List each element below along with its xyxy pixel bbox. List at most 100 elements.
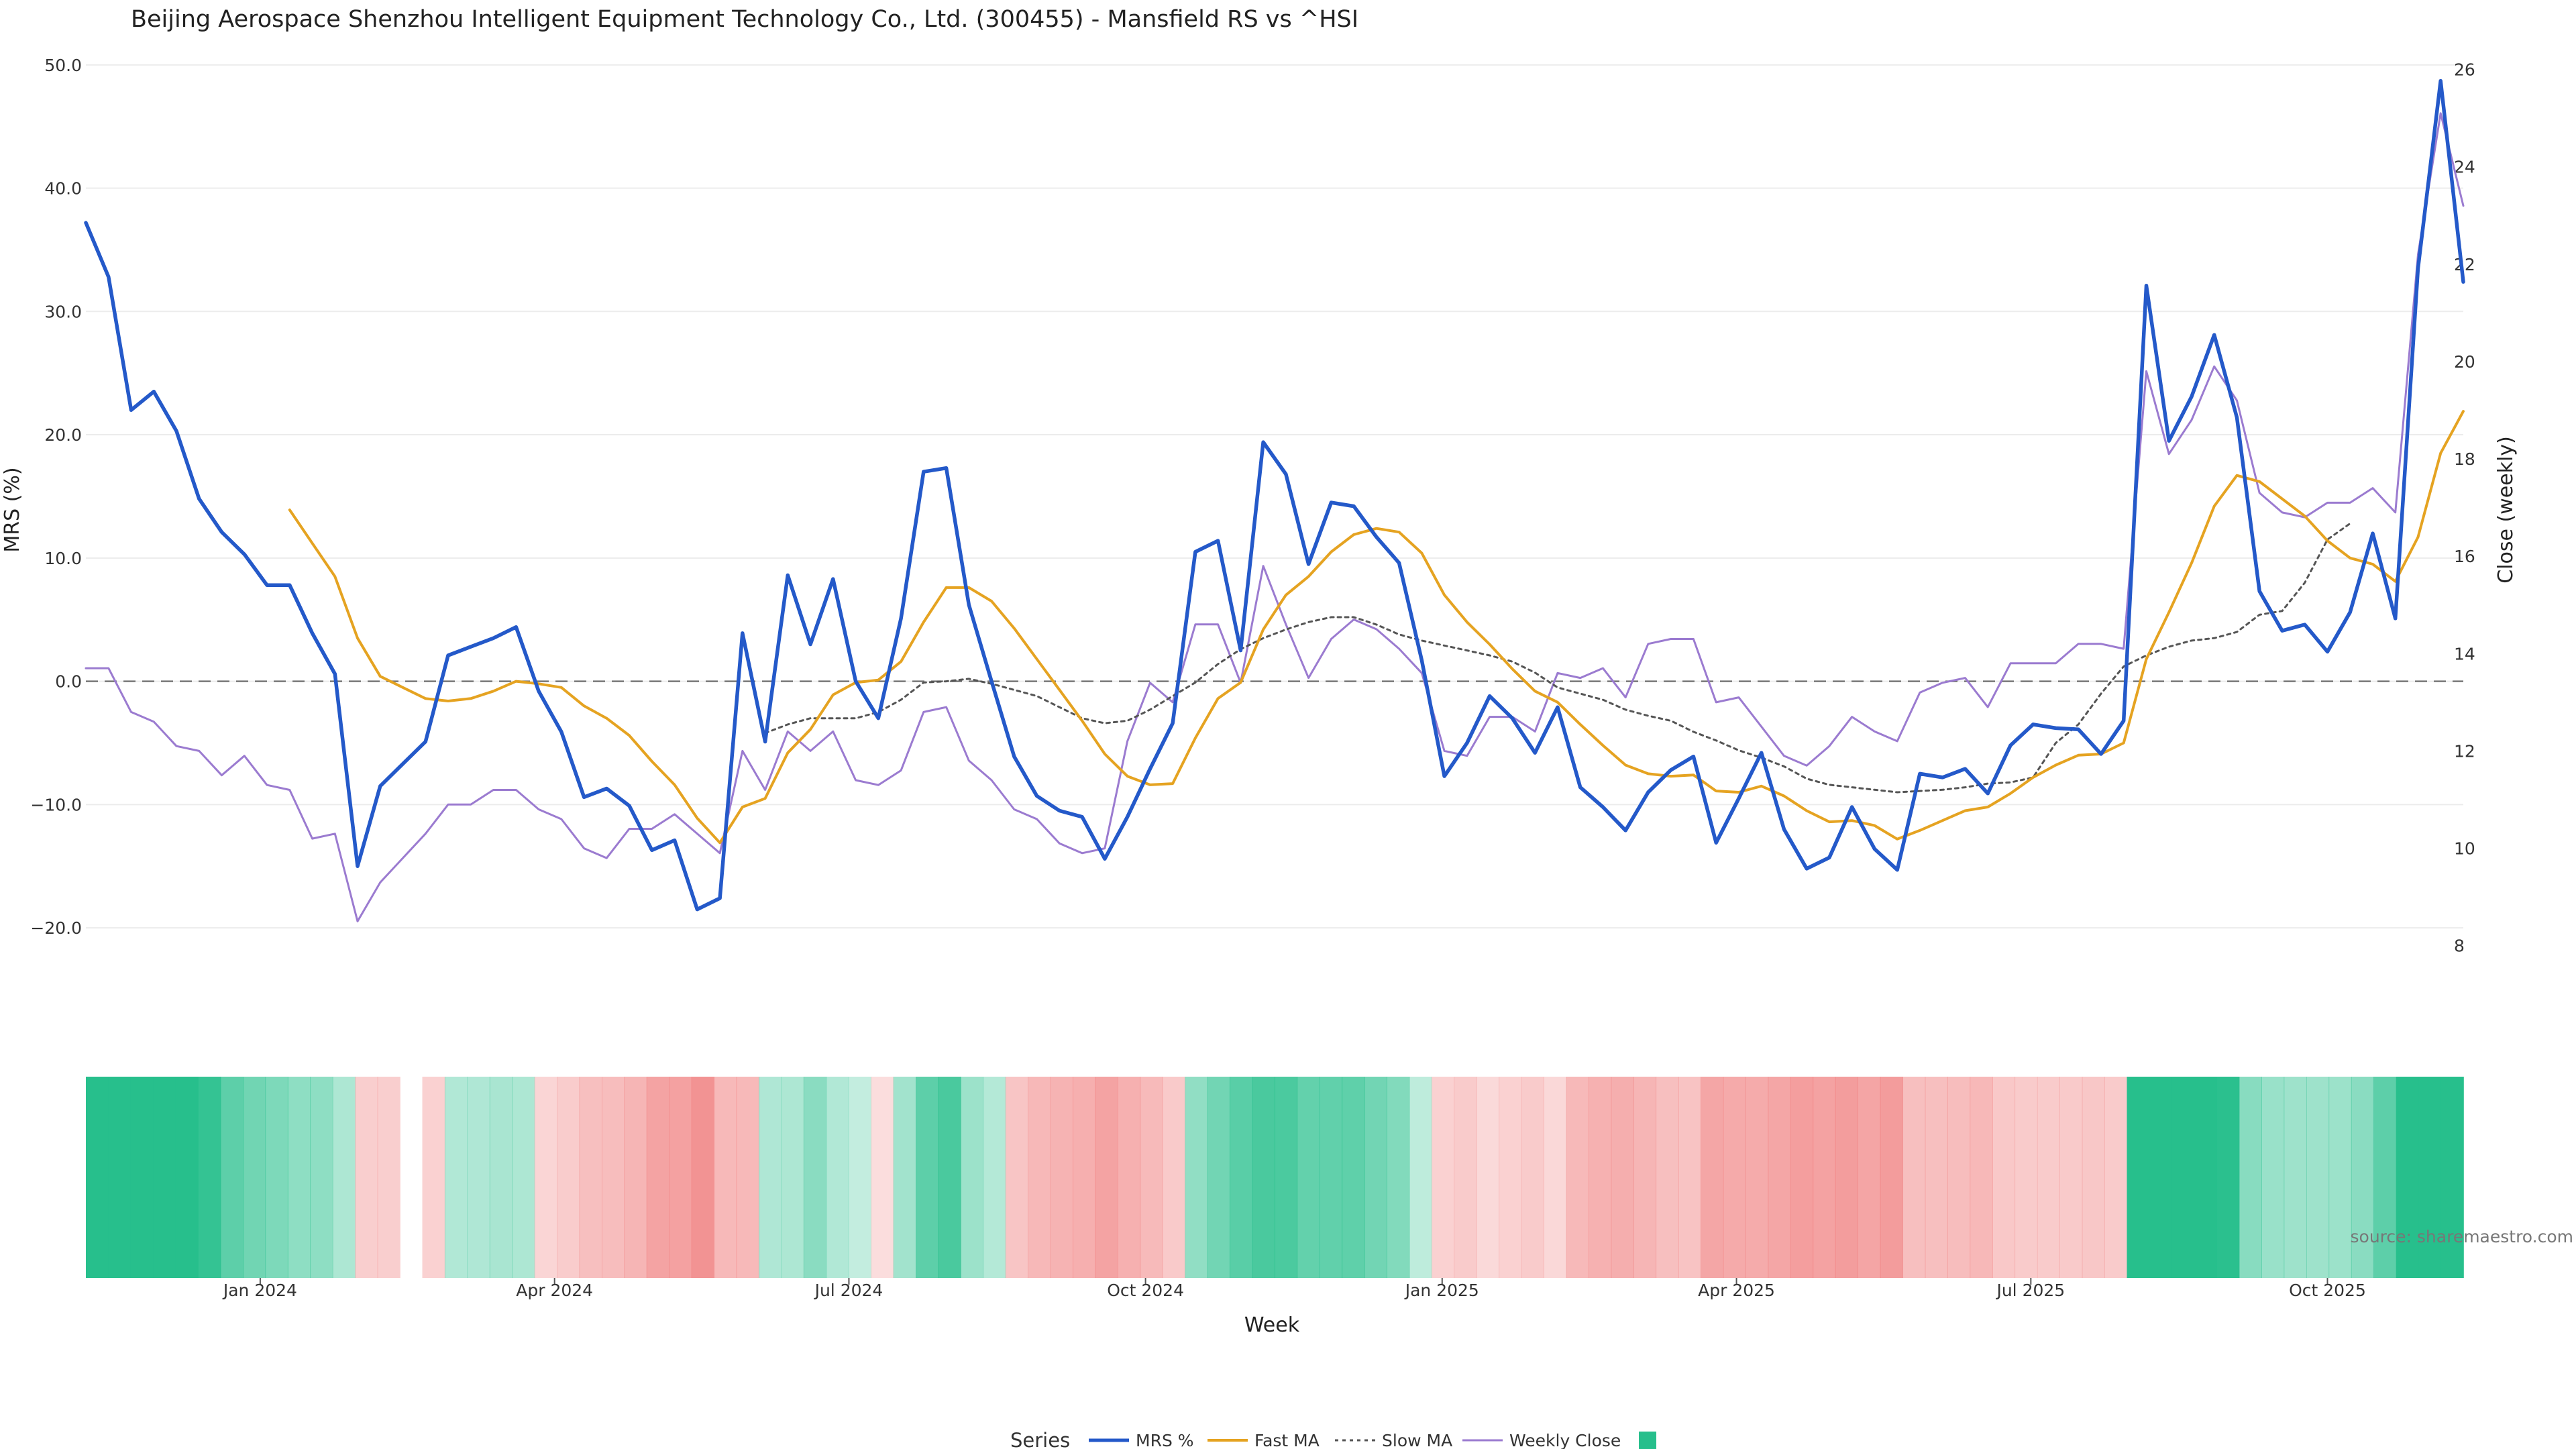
heat-cell (1544, 1077, 1567, 1278)
heat-cell (2104, 1077, 2128, 1278)
heat-cell (960, 1077, 984, 1278)
heat-cell (1813, 1077, 1836, 1278)
heat-cell (310, 1077, 333, 1278)
heat-cell (2149, 1077, 2173, 1278)
heat-cell (1252, 1077, 1275, 1278)
heat-cell (2306, 1077, 2330, 1278)
heat-cell (1790, 1077, 1814, 1278)
chart-title: Beijing Aerospace Shenzhou Intelligent E… (131, 6, 1358, 33)
heat-cell (1050, 1077, 1073, 1278)
heat-cell (1880, 1077, 1903, 1278)
heat-cell (1835, 1077, 1858, 1278)
heat-cell (1656, 1077, 1679, 1278)
heat-cell (1858, 1077, 1881, 1278)
right-tick-label: 14 (2454, 644, 2475, 663)
heat-cell (1925, 1077, 1948, 1278)
x-tick-label: Apr 2025 (1698, 1281, 1775, 1300)
heat-cell (489, 1077, 513, 1278)
legend-title: Series (1010, 1429, 1070, 1449)
x-axis-ticks: Jan 2024 Apr 2024 Jul 2024 Oct 2024 Jan 2025… (222, 1278, 2366, 1300)
heat-cell (714, 1077, 737, 1278)
heat-cell (243, 1077, 266, 1278)
heat-cell (108, 1077, 131, 1278)
heat-cell (2418, 1077, 2442, 1278)
legend-mrs-label: MRS % (1136, 1431, 1194, 1449)
right-tick-label: 10 (2454, 839, 2475, 859)
heat-cell (848, 1077, 871, 1278)
heat-cell (1118, 1077, 1141, 1278)
right-tick-label: 8 (2454, 936, 2465, 956)
x-tick-label: Jul 2024 (814, 1281, 883, 1300)
heat-cell (512, 1077, 535, 1278)
heat-cell (2284, 1077, 2307, 1278)
heat-cell (1162, 1077, 1185, 1278)
heat-cell (1185, 1077, 1208, 1278)
heat-cell (736, 1077, 759, 1278)
heat-cell (1611, 1077, 1634, 1278)
heat-cell (1454, 1077, 1477, 1278)
left-tick-label: 30.0 (44, 302, 82, 321)
left-tick-label: 50.0 (44, 56, 82, 75)
heat-cell (198, 1077, 221, 1278)
heat-cell (175, 1077, 199, 1278)
heat-cell (287, 1077, 311, 1278)
legend-slow-ma-label: Slow MA (1382, 1431, 1452, 1449)
heat-cell (1028, 1077, 1051, 1278)
heat-cell (1207, 1077, 1230, 1278)
left-tick-label: −10.0 (30, 795, 82, 814)
heat-cell (1364, 1077, 1387, 1278)
left-axis-ticks: 50.0 40.0 30.0 20.0 10.0 0.0 −10.0 −20.0 (30, 56, 82, 938)
heat-cell (2216, 1077, 2240, 1278)
heat-cell (1992, 1077, 2016, 1278)
heat-cell (332, 1077, 356, 1278)
heat-cell (781, 1077, 804, 1278)
heat-cell (2037, 1077, 2060, 1278)
heat-cell (534, 1077, 557, 1278)
heat-cell (1095, 1077, 1118, 1278)
heat-cell (983, 1077, 1006, 1278)
x-axis-label: Week (1244, 1313, 1300, 1337)
heat-cell (1566, 1077, 1589, 1278)
heat-cell (2059, 1077, 2083, 1278)
heat-cell (2261, 1077, 2285, 1278)
heat-cell (1678, 1077, 1701, 1278)
heat-cell (826, 1077, 849, 1278)
heat-cell (2351, 1077, 2374, 1278)
heat-cell (2396, 1077, 2419, 1278)
x-tick-label: Jul 2025 (1995, 1281, 2065, 1300)
source-note: source: sharemaestro.com (2351, 1227, 2574, 1246)
heat-cell (2171, 1077, 2195, 1278)
heat-cell (1970, 1077, 1993, 1278)
heat-cell (2015, 1077, 2038, 1278)
heat-cell (1230, 1077, 1253, 1278)
heat-cell (916, 1077, 939, 1278)
heat-cell (1387, 1077, 1410, 1278)
heat-cell (1342, 1077, 1365, 1278)
heat-cell (1701, 1077, 1724, 1278)
heat-cell (377, 1077, 400, 1278)
left-tick-label: −20.0 (30, 918, 82, 938)
heat-cell (1521, 1077, 1544, 1278)
heat-cell (669, 1077, 692, 1278)
heat-cell (1499, 1077, 1522, 1278)
heat-cell (1432, 1077, 1455, 1278)
right-tick-label: 26 (2454, 60, 2475, 80)
heat-cell (467, 1077, 490, 1278)
heat-cell (624, 1077, 647, 1278)
heat-cell (602, 1077, 625, 1278)
heat-cell (579, 1077, 602, 1278)
heat-cell (557, 1077, 580, 1278)
heat-cell (1768, 1077, 1791, 1278)
right-tick-label: 22 (2454, 255, 2475, 274)
heat-cell (220, 1077, 244, 1278)
heat-cell (1275, 1077, 1298, 1278)
legend-weekly-close-label: Weekly Close (1509, 1431, 1621, 1449)
heat-cell (1476, 1077, 1500, 1278)
right-tick-label: 20 (2454, 352, 2475, 372)
heat-cell (646, 1077, 669, 1278)
right-tick-label: 16 (2454, 547, 2475, 566)
slow-ma-line (764, 522, 2351, 794)
heat-cell (355, 1077, 378, 1278)
left-axis-label: MRS (%) (1, 467, 24, 552)
